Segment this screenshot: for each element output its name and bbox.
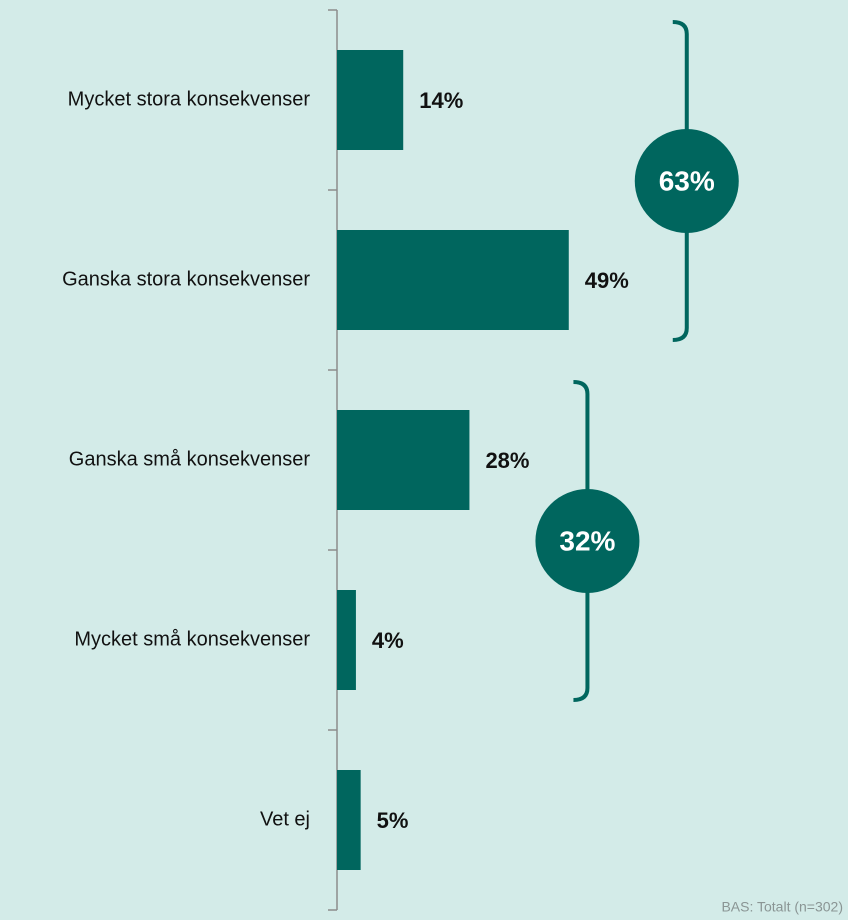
category-label: Ganska små konsekvenser [69, 448, 311, 470]
value-label: 4% [372, 628, 404, 653]
category-label: Ganska stora konsekvenser [62, 268, 310, 290]
footnote: BAS: Totalt (n=302) [721, 899, 843, 915]
group-circle [634, 129, 739, 233]
category-label: Mycket små konsekvenser [74, 628, 310, 650]
bar [337, 50, 404, 150]
bar [337, 590, 356, 690]
category-label: Mycket stora konsekvenser [68, 88, 311, 110]
value-label: 49% [585, 268, 629, 293]
bar [337, 410, 470, 510]
value-label: 28% [485, 448, 529, 473]
bar [337, 770, 361, 870]
category-label: Vet ej [260, 808, 310, 830]
bar [337, 230, 569, 330]
group-circle [535, 489, 640, 593]
group-label: 63% [659, 165, 715, 196]
value-label: 14% [419, 88, 463, 113]
group-label: 32% [559, 525, 615, 556]
value-label: 5% [377, 808, 409, 833]
